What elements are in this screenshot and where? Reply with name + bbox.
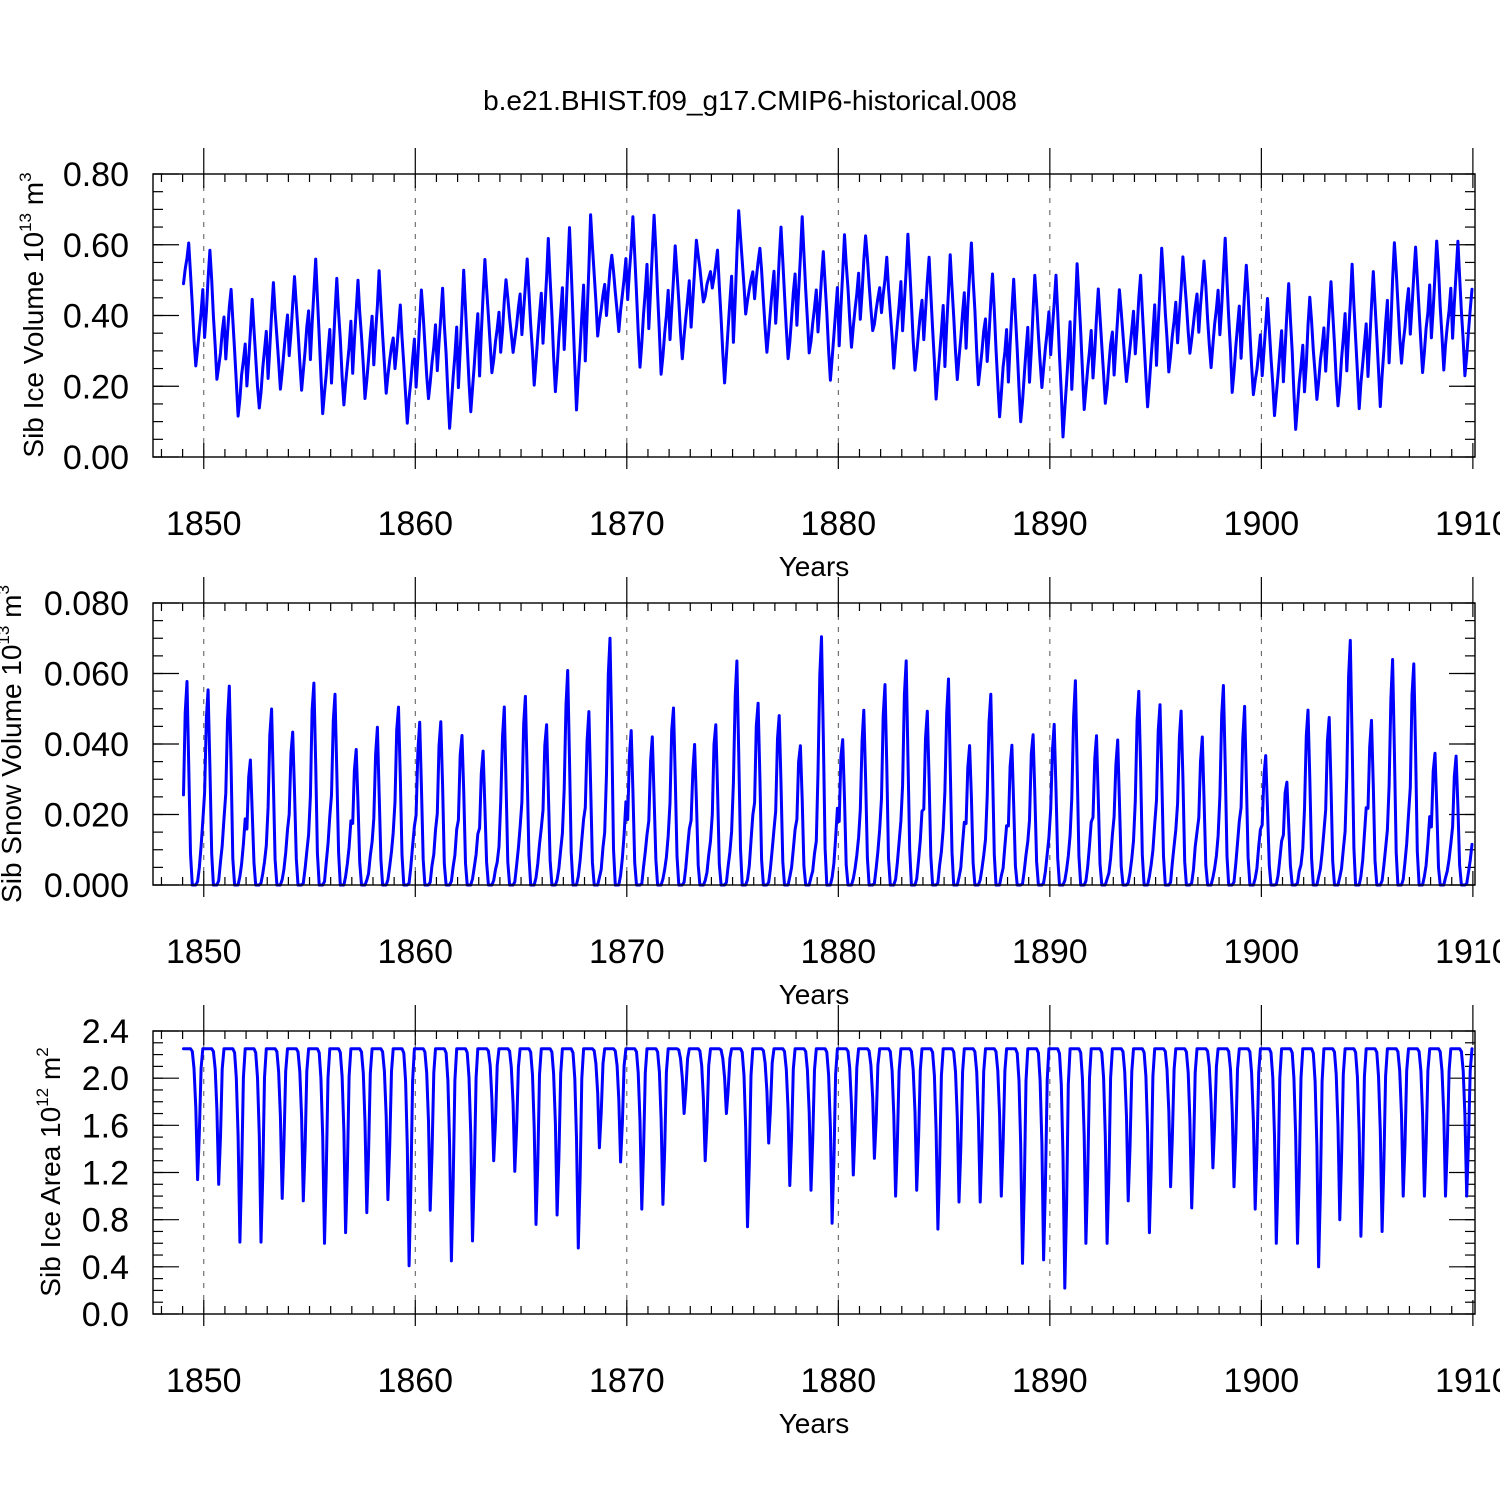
y-tick-label: 0.8 [82,1202,129,1240]
y-axis-label-unit-exp: 3 [0,585,13,594]
y-axis-label-exp: 13 [16,213,35,232]
y-axis-label-unit-exp: 2 [33,1047,52,1056]
x-tick-label: 1860 [377,1362,453,1400]
plot-frame [152,1030,1476,1315]
x-tick-label: 1850 [166,505,242,543]
x-tick-label: 1900 [1224,505,1300,543]
plot-frame [152,602,1476,886]
y-tick-label: 0.0 [82,1296,129,1334]
y-axis-label: Sib Snow Volume 1013 m3 [0,585,27,903]
y-tick-label: 0.20 [63,368,129,406]
y-axis-label-unit-exp: 3 [16,172,35,181]
y-axis-label-exp: 12 [33,1088,52,1107]
x-tick-label: 1890 [1012,505,1088,543]
y-tick-label: 0.80 [63,156,129,194]
x-tick-label: 1860 [377,505,453,543]
x-tick-label: 1850 [166,933,242,971]
panels: 18501860187018801890190019100.000.200.40… [0,148,1500,1439]
y-tick-label: 0.020 [44,797,129,835]
series-line-ice-volume [182,209,1474,439]
x-tick-label: 1880 [801,933,877,971]
y-axis-label: Sib Ice Area 1012 m2 [33,1047,66,1296]
x-tick-label: 1890 [1012,1362,1088,1400]
x-axis-label: Years [779,1408,850,1439]
x-tick-label: 1870 [589,505,665,543]
y-tick-label: 0.00 [63,439,129,477]
x-tick-label: 1870 [589,933,665,971]
x-tick-label: 1860 [377,933,453,971]
y-axis-label-text: Sib Snow Volume 10 [0,645,27,903]
x-tick-label: 1880 [801,505,877,543]
y-tick-label: 0.000 [44,867,129,905]
x-tick-label: 1870 [589,1362,665,1400]
y-tick-label: 2.4 [82,1013,129,1051]
x-tick-label: 1880 [801,1362,877,1400]
y-tick-label: 1.2 [82,1155,129,1193]
series-line-ice-area [182,1047,1474,1290]
y-tick-label: 1.6 [82,1107,129,1145]
y-tick-label: 0.4 [82,1249,129,1287]
y-axis-label-exp: 13 [0,626,13,645]
x-tick-label: 1850 [166,1362,242,1400]
x-axis-label: Years [779,551,850,582]
y-tick-label: 2.0 [82,1060,129,1098]
y-axis-label-text: Sib Ice Volume 10 [18,232,49,458]
y-axis-label-text: Sib Ice Area 10 [35,1107,66,1297]
figure-title: b.e21.BHIST.f09_g17.CMIP6-historical.008 [483,85,1017,116]
y-tick-label: 0.040 [44,726,129,764]
y-tick-label: 0.060 [44,656,129,694]
y-axis-label-unit: m [35,1057,66,1088]
y-axis-label-unit: m [0,595,27,626]
series-line-snow-volume [182,635,1474,887]
y-axis-label-unit: m [18,182,49,213]
x-tick-label: 1900 [1224,933,1300,971]
plot-frame [152,173,1476,458]
x-tick-label: 1890 [1012,933,1088,971]
y-tick-label: 0.60 [63,227,129,265]
y-axis-label: Sib Ice Volume 1013 m3 [16,172,49,457]
x-tick-label: 1900 [1224,1362,1300,1400]
x-axis-label: Years [779,979,850,1010]
y-tick-label: 0.40 [63,298,129,336]
y-tick-label: 0.080 [44,585,129,623]
